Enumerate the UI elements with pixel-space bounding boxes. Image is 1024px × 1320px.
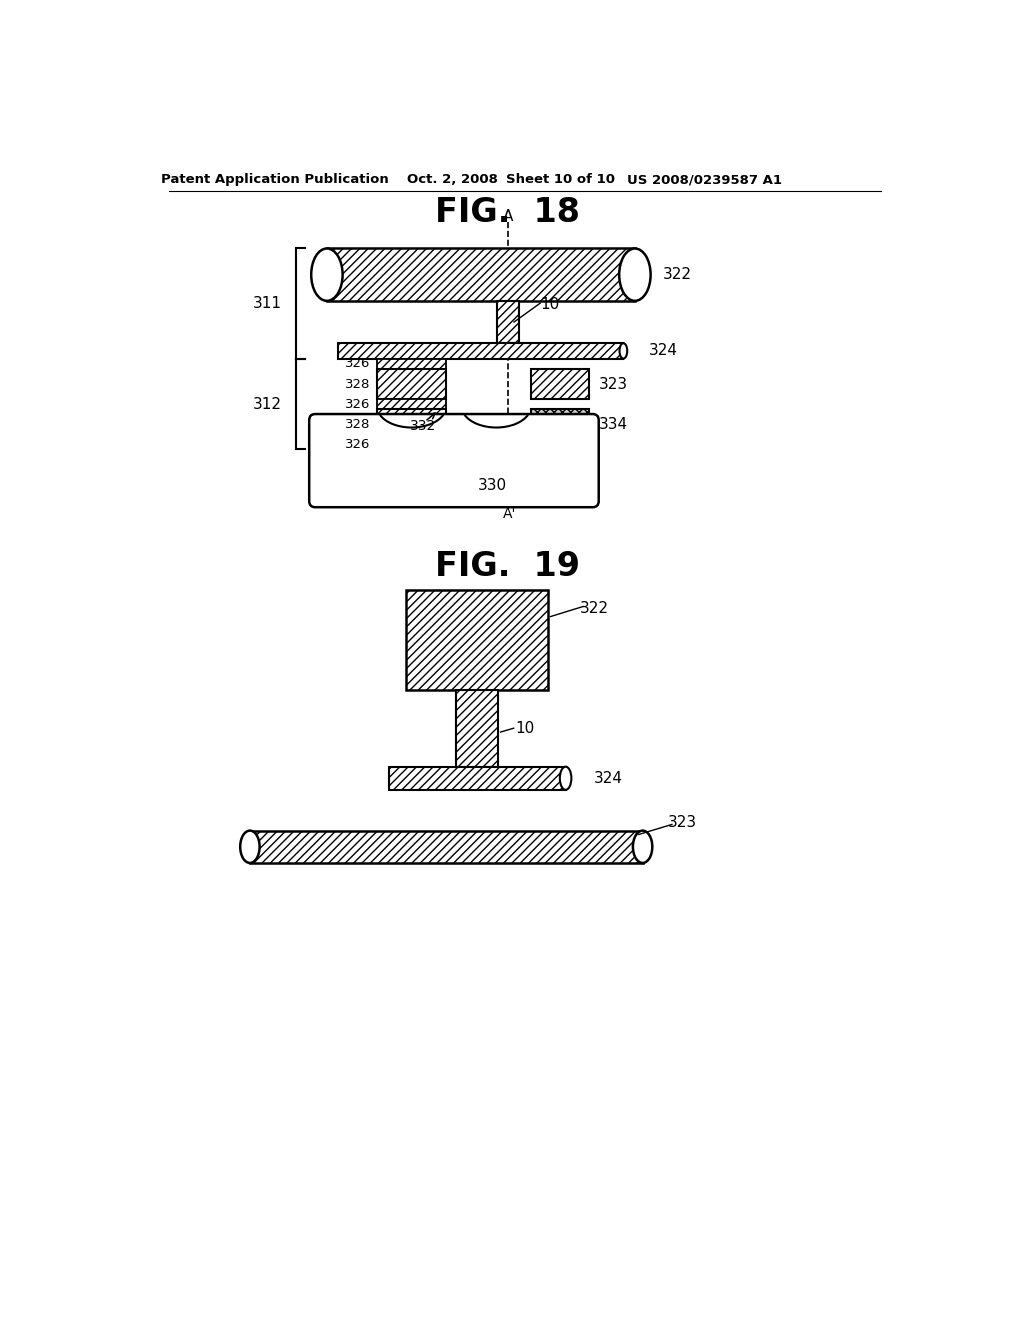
Text: Patent Application Publication: Patent Application Publication — [162, 173, 389, 186]
FancyBboxPatch shape — [309, 414, 599, 507]
Text: Oct. 2, 2008: Oct. 2, 2008 — [407, 173, 498, 186]
Bar — [531, 409, 589, 438]
Bar — [388, 767, 565, 789]
Bar — [377, 370, 446, 399]
Bar — [250, 830, 643, 863]
Text: 326: 326 — [345, 397, 371, 411]
Text: FIG.  18: FIG. 18 — [435, 195, 581, 228]
Text: A': A' — [503, 507, 516, 521]
Text: 328: 328 — [345, 378, 371, 391]
Text: 323: 323 — [599, 376, 628, 392]
Text: 311: 311 — [253, 296, 283, 312]
Bar — [377, 409, 446, 438]
Bar — [327, 248, 635, 301]
Text: 328: 328 — [345, 417, 371, 430]
Ellipse shape — [620, 343, 628, 359]
Bar — [497, 301, 518, 343]
Text: 324: 324 — [594, 771, 623, 785]
Ellipse shape — [241, 830, 260, 863]
Text: 312: 312 — [253, 396, 283, 412]
Ellipse shape — [311, 248, 343, 301]
Bar — [377, 438, 446, 449]
Text: 10: 10 — [541, 297, 560, 313]
Ellipse shape — [560, 767, 571, 789]
Text: Sheet 10 of 10: Sheet 10 of 10 — [506, 173, 614, 186]
Bar — [456, 689, 499, 767]
Text: 324: 324 — [649, 343, 678, 359]
Bar — [406, 590, 548, 689]
Text: 322: 322 — [663, 267, 692, 282]
Text: 330: 330 — [478, 478, 507, 494]
Bar — [531, 438, 589, 449]
Ellipse shape — [620, 248, 650, 301]
Bar — [377, 359, 446, 370]
Text: 322: 322 — [580, 602, 609, 616]
Ellipse shape — [633, 830, 652, 863]
Text: 334: 334 — [599, 417, 628, 432]
Text: 326: 326 — [345, 358, 371, 371]
Text: 332: 332 — [410, 420, 436, 433]
Text: A: A — [503, 210, 513, 224]
Bar — [531, 370, 589, 399]
Text: FIG.  19: FIG. 19 — [435, 550, 581, 583]
Bar — [454, 438, 500, 449]
Bar — [339, 343, 624, 359]
Text: US 2008/0239587 A1: US 2008/0239587 A1 — [627, 173, 781, 186]
Text: 326: 326 — [345, 437, 371, 450]
Text: 323: 323 — [668, 816, 697, 830]
Text: 10: 10 — [515, 721, 535, 735]
Bar — [377, 399, 446, 409]
